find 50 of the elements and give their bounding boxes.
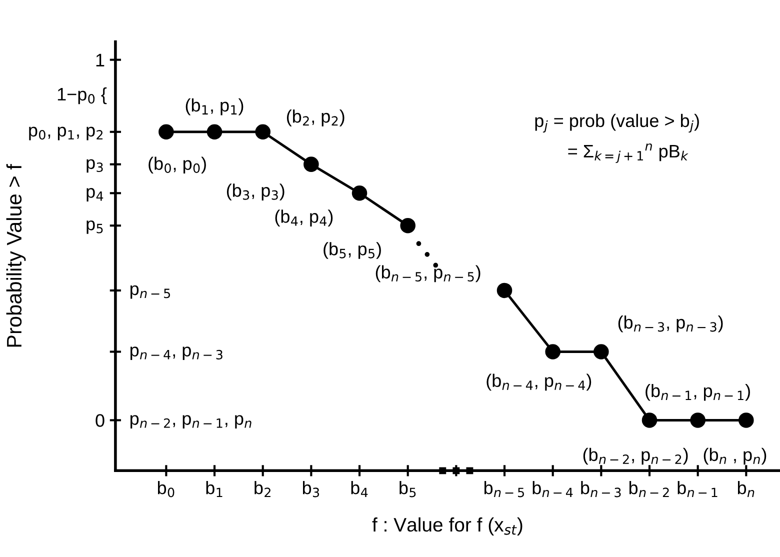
point — [352, 186, 368, 201]
annotation: (b$_{n−1}$, p$_{n−1}$) — [646, 384, 750, 401]
point — [158, 124, 174, 140]
annotation: (b$_{2}$, p$_{2}$) — [286, 110, 344, 126]
annotation: (b$_{n}$ , p$_{n}$) — [704, 448, 766, 465]
x-tick-label: b$_{4}$ — [351, 480, 368, 498]
text: p$_{4}$ — [86, 188, 104, 202]
y-axis-title: Probability Value > f — [6, 164, 26, 347]
annotation: (b$_{n−2}$, p$_{n−2}$) — [583, 448, 688, 465]
x-axis-title: f : Value for f (x$_{st}$) — [372, 517, 522, 536]
x-tick-label: b$_{0}$ — [158, 480, 174, 498]
x-tick-label: b$_{n−3}$ — [581, 480, 621, 498]
annotation: (b$_{5}$, p$_{5}$) — [324, 242, 381, 259]
text: 1−p$_{0}$ { — [58, 87, 107, 104]
annotation: p$_{n−5}$ — [130, 285, 170, 299]
annotation: (b$_{3}$, p$_{3}$) — [226, 184, 284, 200]
point — [304, 156, 319, 172]
x-tick-label: b$_{n−2}$ — [629, 480, 669, 498]
annotation: (b$_{4}$, p$_{4}$) — [275, 210, 333, 226]
annotation: (b$_{n−4}$, p$_{n−4}$) — [486, 374, 592, 391]
annotation: p$_{j}$ = prob (value > b$_{j}$) — [535, 114, 699, 133]
x-tick-label: b$_{n}$ — [738, 480, 754, 498]
annotation: (b$_{1}$, p$_{1}$) — [186, 98, 244, 116]
annotation: (b$_{n−5}$, p$_{n−5}$) — [376, 265, 480, 282]
y-tick-label: 1 — [96, 54, 104, 66]
point — [255, 124, 270, 140]
point — [690, 412, 706, 428]
text: p$_{5}$ — [86, 220, 103, 234]
x-tick-label: b$_{n−5}$ — [484, 480, 524, 498]
x-tick-label: b$_{3}$ — [302, 480, 320, 498]
point — [400, 218, 416, 234]
point — [496, 282, 512, 298]
annotation: = Σ$_{k=j+1}$$^{n}$ pB$_{k}$ — [568, 143, 688, 164]
point — [642, 412, 658, 428]
x-tick-label: b$_{1}$ — [206, 480, 222, 498]
point — [738, 412, 754, 428]
annotation: p$_{n−2}$, p$_{n−1}$, p$_{n}$ — [130, 415, 252, 429]
x-tick-label: b$_{n−1}$ — [678, 480, 718, 498]
point — [594, 344, 609, 360]
y-tick-label: 0 — [96, 414, 104, 427]
point — [545, 344, 560, 360]
annotation: p$_{n−4}$, p$_{n−3}$ — [130, 346, 222, 360]
annotation: (b$_{0}$, p$_{0}$) — [148, 156, 206, 174]
point — [206, 124, 222, 140]
x-tick-label: b$_{5}$ — [400, 480, 416, 498]
text: p$_{0}$, p$_{1}$, p$_{2}$ — [29, 126, 103, 140]
text: p$_{3}$ — [86, 159, 103, 173]
annotation: (b$_{n−3}$, p$_{n−3}$) — [618, 315, 723, 332]
x-tick-label: b$_{2}$ — [254, 480, 270, 498]
x-tick-label: b$_{n−4}$ — [532, 480, 573, 498]
